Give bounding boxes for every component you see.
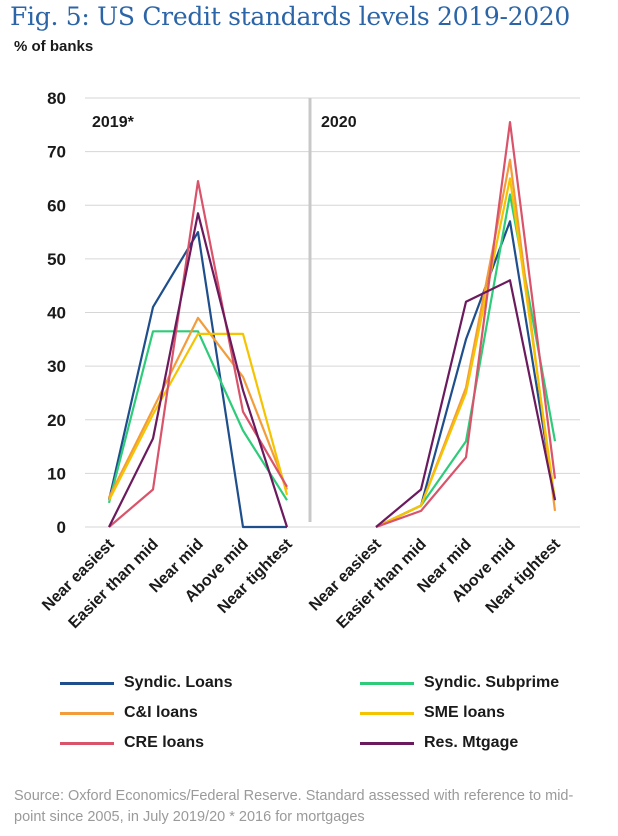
legend-entry: SME loans xyxy=(360,702,505,724)
series-line xyxy=(107,330,288,504)
legend-entry: CRE loans xyxy=(60,732,204,754)
legend-label: SME loans xyxy=(424,704,505,721)
series-line xyxy=(108,332,289,501)
series-line xyxy=(108,316,289,498)
y-tick-label: 60 xyxy=(47,196,66,215)
chart-title: Fig. 5: US Credit standards levels 2019-… xyxy=(10,2,571,31)
series-line xyxy=(375,120,557,529)
legend-entry: Syndic. Loans xyxy=(60,672,232,694)
legend-label: Syndic. Subprime xyxy=(424,674,560,691)
y-tick-label: 20 xyxy=(47,411,66,430)
y-tick-label: 40 xyxy=(47,304,66,323)
series-line xyxy=(108,212,289,528)
y-tick-label: 50 xyxy=(47,250,66,269)
series-line xyxy=(375,279,557,528)
series-line xyxy=(375,193,557,528)
legend-swatch xyxy=(360,711,414,715)
legend-entry: Syndic. Subprime xyxy=(360,672,559,694)
panel-label: 2020 xyxy=(321,114,357,131)
legend-swatch xyxy=(60,741,114,745)
y-tick-label: 0 xyxy=(57,518,66,537)
y-tick-label: 30 xyxy=(47,357,66,376)
legend-label: Res. Mtgage xyxy=(424,734,519,751)
legend-swatch xyxy=(60,711,114,715)
legend-swatch xyxy=(60,681,114,685)
y-axis-unit: % of banks xyxy=(14,38,94,55)
legend-label: C&I loans xyxy=(124,704,198,721)
legend-swatch xyxy=(360,741,414,745)
legend-swatch xyxy=(360,681,414,685)
y-tick-label: 80 xyxy=(47,89,66,108)
legend-entry: C&I loans xyxy=(60,702,198,724)
source-note: Source: Oxford Economics/Federal Reserve… xyxy=(14,788,574,825)
legend-label: CRE loans xyxy=(124,734,205,751)
y-tick-label: 10 xyxy=(47,464,66,483)
series-line xyxy=(107,231,287,529)
legend-label: Syndic. Loans xyxy=(124,674,233,691)
series-line xyxy=(375,177,557,528)
panel-label: 2019* xyxy=(92,114,135,131)
legend-entry: Res. Mtgage xyxy=(360,732,518,754)
y-tick-label: 70 xyxy=(47,143,66,162)
